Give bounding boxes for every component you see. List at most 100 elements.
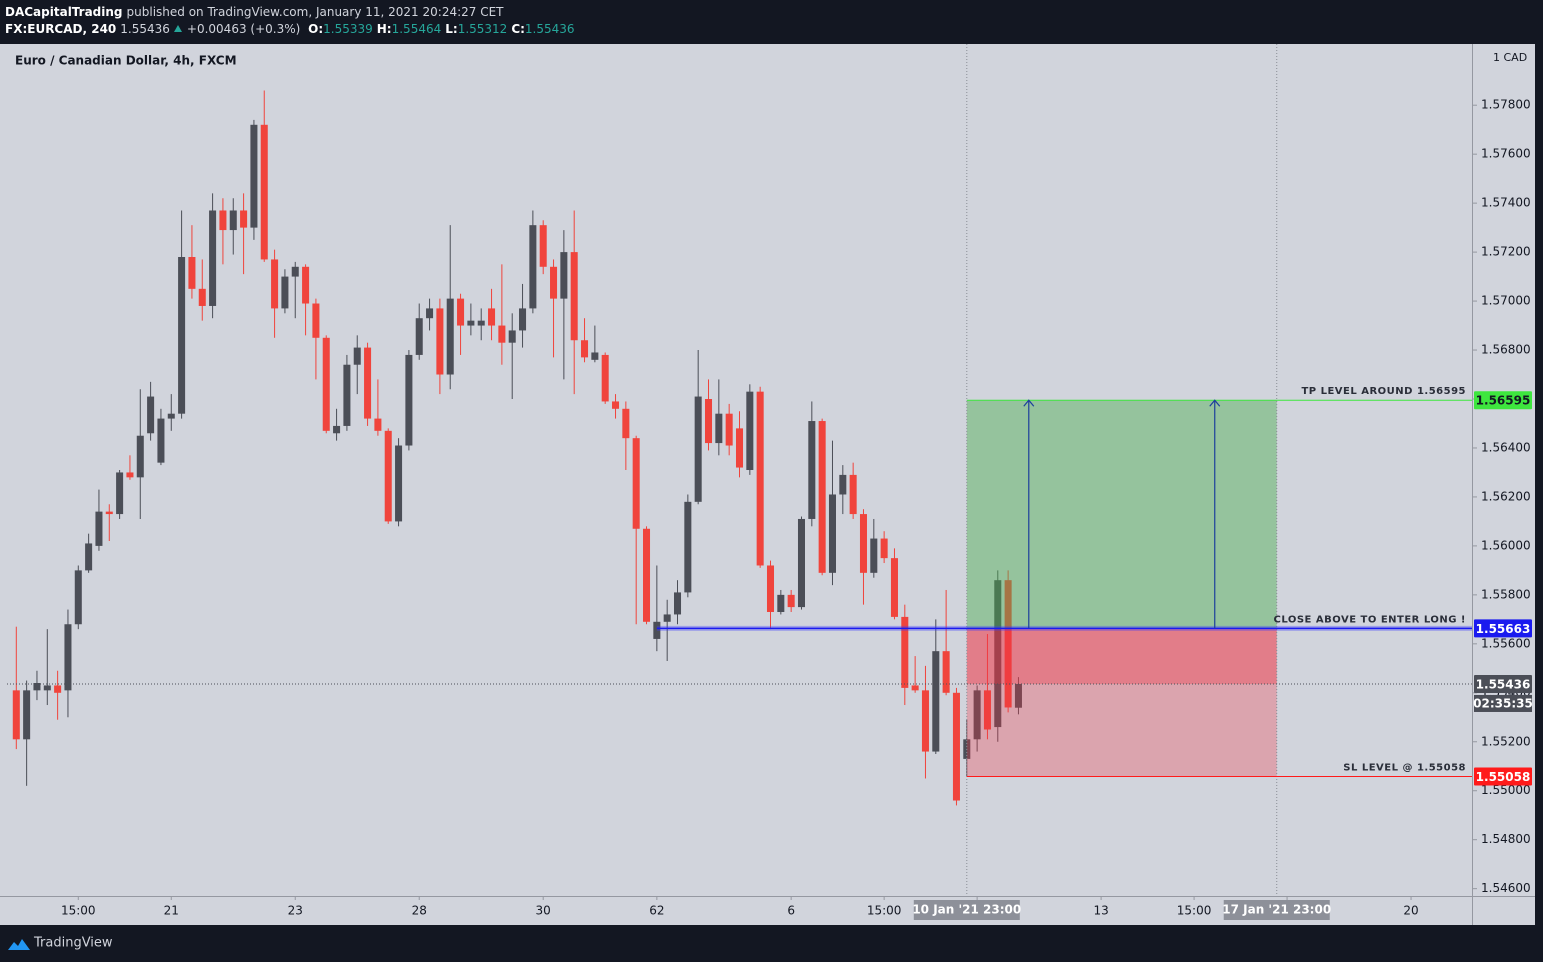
candle-body — [291, 266, 299, 277]
candle-body — [167, 413, 175, 419]
candle-body — [312, 303, 320, 338]
y-tick-label: 1.56000 — [1481, 538, 1531, 552]
currency-label: 1 CAD — [1493, 51, 1527, 64]
target-arrow-head — [1209, 399, 1221, 407]
candle-body — [446, 298, 454, 375]
chart-title: Euro / Canadian Dollar, 4h, FXCM — [15, 54, 237, 68]
open-loss-zone — [966, 628, 1277, 684]
candle-body — [519, 308, 527, 331]
target-arrow-head — [1023, 399, 1035, 407]
candle-body — [550, 266, 558, 299]
last-tag — [1474, 674, 1532, 693]
ohlc-value: 1.55339 — [323, 22, 373, 36]
candle-body — [157, 418, 165, 463]
candle-body — [457, 298, 465, 326]
candle-body — [859, 514, 867, 573]
candle-body — [54, 685, 62, 693]
candle-body — [787, 594, 795, 608]
candle-body — [560, 252, 568, 299]
candle-body — [994, 580, 1002, 728]
change: +0.00463 (+0.3%) — [186, 22, 301, 36]
candle-body — [808, 421, 816, 519]
overlay: TP LEVEL AROUND 1.56595 CLOSE ABOVE TO EN… — [7, 44, 1472, 896]
x-tick-label: 28 — [412, 904, 427, 918]
y-tick-label: 1.57800 — [1481, 98, 1531, 112]
candle-body — [178, 257, 186, 414]
candle-body — [581, 340, 589, 358]
countdown-tag — [1474, 694, 1532, 712]
candle-body — [209, 210, 217, 306]
y-tick-label: 1.55800 — [1481, 587, 1531, 601]
candle-body — [467, 320, 475, 326]
ohlc-key: H: — [376, 22, 392, 36]
candle-body — [85, 543, 93, 571]
logo — [8, 939, 30, 950]
candle-body — [725, 413, 733, 446]
candle-body — [508, 330, 516, 343]
candle-body — [911, 685, 919, 691]
ohlc-value: 1.55312 — [457, 22, 508, 36]
candle-body — [921, 690, 929, 752]
y-tick-label: 1.55200 — [1481, 734, 1531, 748]
candle-body — [188, 257, 196, 289]
candle-body — [477, 320, 485, 326]
x-tick-label: 21 — [164, 904, 179, 918]
candle-body — [694, 396, 702, 502]
candle-body — [673, 592, 682, 615]
candle-body — [436, 308, 444, 375]
candle-body — [281, 276, 289, 309]
y-tick-label: 1.54800 — [1481, 832, 1531, 846]
y-tick-label: 1.57000 — [1481, 294, 1531, 308]
up-arrow — [173, 25, 182, 32]
candle-body — [12, 690, 20, 740]
x-tick-label: 6 — [787, 904, 795, 918]
candle-body — [777, 594, 785, 612]
candle-body — [33, 683, 41, 691]
candle-body — [250, 124, 258, 228]
x-tick-label: 15:00 — [1177, 904, 1212, 918]
candle-body — [632, 438, 640, 529]
candle-body — [591, 352, 599, 360]
published: published on TradingView.com, January 11… — [126, 5, 504, 19]
position-date-tag — [913, 900, 1020, 920]
candle-body — [23, 690, 31, 740]
position-date-label: 10 Jan '21 23:00 — [912, 903, 1021, 917]
candle-body — [364, 347, 372, 419]
candle-body — [756, 391, 764, 566]
candle-body — [663, 614, 671, 622]
countdown-label: 02:35:35 — [1473, 696, 1533, 710]
sl-tag — [1474, 767, 1532, 786]
annotation: SL LEVEL @ 1.55058 — [1343, 763, 1466, 774]
ohlc-key: L: — [445, 22, 458, 36]
candle-body — [426, 308, 434, 319]
symbol: FX:EURCAD, 240 — [5, 22, 117, 36]
y-tick-label: 1.55600 — [1481, 636, 1531, 650]
candle-body — [271, 259, 279, 309]
candle-body — [746, 391, 754, 470]
entry-tag — [1474, 619, 1532, 638]
y-tick-label: 1.56200 — [1481, 489, 1531, 503]
candle-body — [384, 430, 392, 522]
tp-tag-label: 1.56595 — [1476, 394, 1531, 408]
header: DACapitalTrading published on TradingView… — [0, 0, 1543, 44]
candle-body — [839, 474, 847, 495]
candle-body — [684, 501, 692, 593]
x-tick-label: 15:00 — [867, 904, 902, 918]
candle-body — [828, 494, 836, 573]
candle-body — [488, 308, 496, 326]
candle-body — [219, 210, 227, 231]
candle-body — [704, 399, 713, 444]
candle-body — [766, 565, 775, 612]
candle-body — [622, 408, 630, 439]
candle-body — [1004, 580, 1012, 708]
candle-body — [302, 266, 310, 304]
candle-body — [973, 690, 981, 740]
loss-zone — [966, 628, 1277, 777]
ohlc-key: O: — [308, 22, 324, 36]
candle-body — [870, 538, 878, 573]
x-tick-label: 13 — [1093, 904, 1108, 918]
candle-body — [653, 621, 661, 639]
candle-body — [880, 538, 888, 559]
candle-body — [322, 337, 330, 431]
